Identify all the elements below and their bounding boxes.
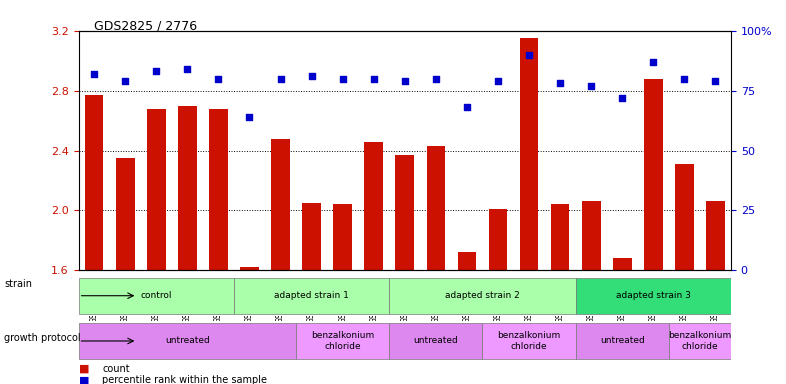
Text: adapted strain 1: adapted strain 1 [274, 291, 349, 300]
Bar [551, 205, 569, 270]
Bar [147, 109, 166, 270]
Text: count: count [102, 364, 130, 374]
Text: control: control [141, 291, 172, 300]
Point [119, 78, 131, 84]
Point [461, 104, 473, 111]
Bar [303, 203, 321, 270]
Point [88, 71, 101, 77]
Bar [675, 164, 694, 270]
Bar [178, 106, 196, 270]
Text: GDS2825 / 2776: GDS2825 / 2776 [94, 19, 197, 32]
Bar [706, 202, 725, 270]
Bar [271, 139, 290, 270]
Point [585, 83, 597, 89]
Bar [389, 278, 575, 314]
Text: ■: ■ [79, 364, 89, 374]
Point [212, 76, 225, 82]
Bar [389, 323, 483, 359]
Text: untreated: untreated [413, 336, 458, 346]
Text: ■: ■ [79, 375, 89, 384]
Bar [575, 278, 731, 314]
Bar [395, 155, 414, 270]
Bar [209, 109, 228, 270]
Point [336, 76, 349, 82]
Bar [333, 205, 352, 270]
Bar [489, 209, 507, 270]
Bar [582, 202, 601, 270]
Point [647, 59, 659, 65]
Text: untreated: untreated [165, 336, 210, 346]
Bar [483, 323, 575, 359]
Bar [79, 278, 234, 314]
Point [523, 51, 535, 58]
Point [150, 68, 163, 74]
Point [367, 76, 380, 82]
Bar [116, 158, 134, 270]
Point [709, 78, 722, 84]
Point [554, 80, 567, 86]
Text: benzalkonium
chloride: benzalkonium chloride [498, 331, 560, 351]
Bar [644, 79, 663, 270]
Point [243, 114, 255, 120]
Bar [427, 146, 445, 270]
Bar [79, 323, 296, 359]
Text: adapted strain 2: adapted strain 2 [445, 291, 520, 300]
Bar [613, 258, 632, 270]
Point [492, 78, 505, 84]
Point [399, 78, 411, 84]
Bar [457, 252, 476, 270]
Text: benzalkonium
chloride: benzalkonium chloride [668, 331, 732, 351]
Bar [669, 323, 731, 359]
Bar [575, 323, 669, 359]
Text: adapted strain 3: adapted strain 3 [616, 291, 691, 300]
Text: percentile rank within the sample: percentile rank within the sample [102, 375, 267, 384]
Point [274, 76, 287, 82]
Point [305, 73, 318, 79]
Text: benzalkonium
chloride: benzalkonium chloride [311, 331, 374, 351]
Bar [234, 278, 389, 314]
Point [678, 76, 691, 82]
Point [616, 95, 629, 101]
Text: growth protocol: growth protocol [4, 333, 80, 343]
Bar [296, 323, 389, 359]
Bar [241, 267, 259, 270]
Text: strain: strain [4, 279, 32, 289]
Point [181, 66, 193, 72]
Bar [365, 142, 383, 270]
Bar [520, 38, 538, 270]
Text: untreated: untreated [600, 336, 645, 346]
Point [430, 76, 443, 82]
Bar [85, 95, 104, 270]
